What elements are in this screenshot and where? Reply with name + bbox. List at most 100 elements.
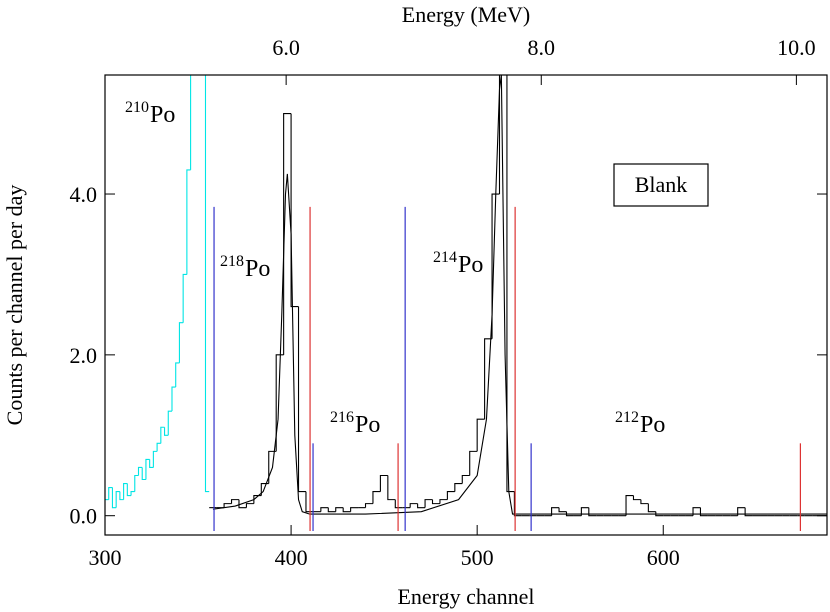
histogram-bin [130,491,135,496]
histogram-bin [461,474,470,484]
histogram-bin [565,511,574,517]
histogram-bin [290,113,299,308]
x2-tick-label: 8.0 [528,35,556,60]
histogram-bin [744,507,753,517]
histogram-bin [305,491,314,513]
y-tick-label: 2.0 [70,343,98,368]
top-axis-title: Energy (MeV) [402,2,531,27]
x-tick-label: 300 [89,545,122,570]
histogram-bin [409,503,418,508]
histogram-bin [469,450,478,476]
y-tick-label: 4.0 [70,182,98,207]
histogram-bin [141,467,146,481]
histogram-bin [119,491,124,501]
histogram-bin [737,507,746,516]
histogram-bin [655,511,664,517]
fit-curve [212,75,827,515]
histogram-bin [123,482,128,500]
isotope-mass: 212 [615,409,639,426]
histogram-bin [223,503,232,508]
x-tick-label: 500 [461,545,494,570]
histogram-bin [431,499,440,505]
histogram-bin [424,499,433,508]
histogram-bin [152,450,158,468]
isotope-mass: 214 [433,249,457,266]
histogram-bin [115,491,120,508]
histogram-bin [446,491,455,500]
plot-frame [104,74,828,536]
isotope-mass: 216 [330,409,354,426]
histogram-bin [134,474,139,492]
histogram-bin [417,503,426,509]
histogram-bin [149,459,154,468]
label-box [613,163,709,207]
histogram-bin [178,322,184,363]
y-axis-title: Counts per channel per day [2,185,27,426]
histogram-bin [238,499,247,509]
histogram-bin [632,495,641,501]
histogram-bin [647,503,656,513]
histogram-bin [137,466,143,476]
histogram-bin [230,499,239,504]
y-tick-label: 0.0 [70,504,98,529]
histogram-bin [204,75,210,493]
histogram-bin [160,426,165,444]
histogram-bin [394,499,403,509]
histogram-bin [342,507,351,513]
histogram-bin [145,458,150,480]
x-tick-label: 600 [647,545,680,570]
histogram-bin [283,113,292,355]
histogram-bin [506,75,515,493]
isotope-mass: 218 [220,253,244,270]
isotope-mass: 210 [125,99,149,116]
histogram-bin [379,474,388,492]
histogram-bin [111,487,117,509]
histogram-bin [484,338,493,420]
histogram-bin [625,495,634,516]
histogram-bin [699,507,708,517]
histogram-bin [350,507,359,512]
x2-tick-label: 6.0 [272,35,300,60]
isotope-element: Po [245,256,270,282]
histogram-bin [167,410,172,436]
histogram-bin [171,386,176,412]
histogram-bin [297,306,306,493]
histogram-bin [454,482,463,492]
histogram-bin [580,507,589,516]
isotope-element: Po [458,252,483,278]
histogram-bin [163,427,169,436]
histogram-bin [182,273,187,323]
x-tick-label: 400 [275,545,308,570]
isotope-element: Po [150,102,175,128]
histogram-bin [439,499,448,504]
histogram-bin [513,491,522,517]
histogram-bin [108,487,113,500]
histogram-bin [640,499,649,505]
histogram-bin [335,507,344,512]
histogram-bin [186,169,191,275]
histogram-bin [126,483,132,497]
isotope-element: Po [640,412,665,438]
histogram-bin [588,507,597,517]
histogram-bin [558,507,567,513]
plot-area [105,75,827,531]
histogram-bin [156,442,161,452]
isotope-element: Po [355,412,380,438]
histogram-bin [175,362,180,388]
x2-tick-label: 10.0 [777,35,816,60]
histogram-bin [327,507,336,513]
x-axis-title: Energy channel [397,584,534,609]
histogram-bin [491,193,500,339]
histogram-bin [275,354,284,452]
histogram-bin [372,491,381,504]
histogram-bin [551,507,560,516]
histogram-bin [387,475,396,501]
histogram-bin [268,450,277,484]
box-label: Blank [635,172,688,197]
histogram-bin [190,75,192,170]
histogram-bin [245,503,254,508]
histogram-bin [320,507,329,512]
histogram-bin [364,503,373,508]
histogram-bin [498,75,501,195]
